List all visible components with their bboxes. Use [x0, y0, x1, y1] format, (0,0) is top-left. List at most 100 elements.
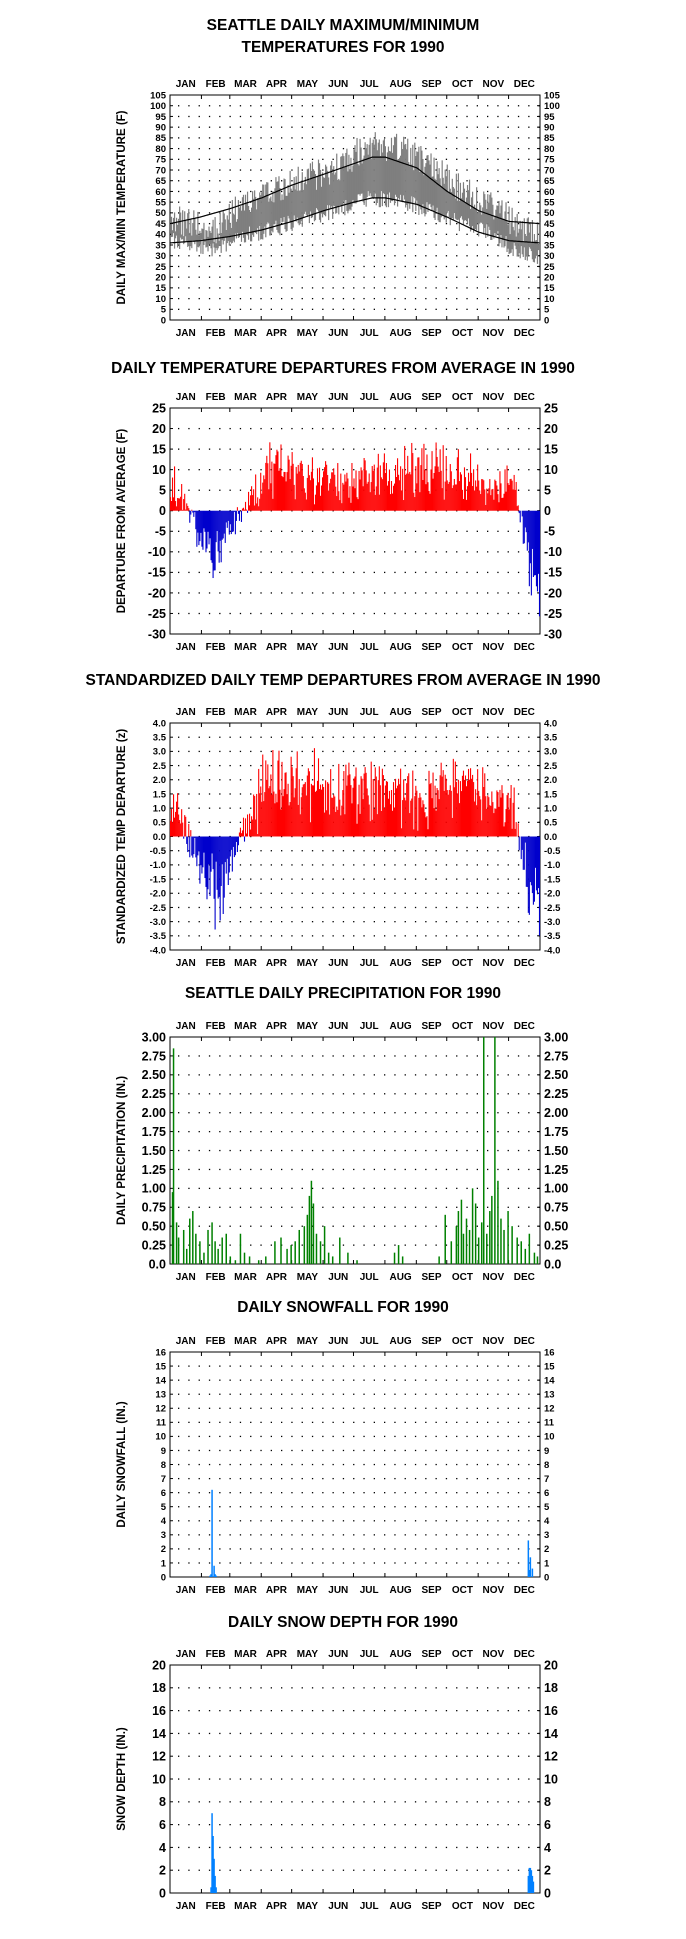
grid-dot: [425, 1846, 427, 1849]
grid-dot: [384, 297, 386, 300]
grid-dot: [353, 233, 355, 235]
grid-dot: [517, 1506, 520, 1508]
grid-dot: [384, 1244, 386, 1246]
y-tick-label-left: 10: [152, 463, 166, 477]
grid-dot: [517, 793, 520, 795]
grid-dot: [373, 1801, 375, 1803]
grid-dot: [178, 779, 180, 781]
grid-dot: [322, 1365, 324, 1367]
grid-dot: [322, 1801, 324, 1803]
grid-dot: [414, 105, 417, 107]
grid-dot: [497, 1130, 499, 1133]
grid-dot: [301, 265, 303, 268]
grid-dot: [188, 137, 190, 139]
y-tick-label-left: 8: [159, 1795, 166, 1809]
grid-dot: [414, 308, 417, 310]
grid-dot: [476, 255, 478, 257]
grid-dot: [487, 1506, 489, 1508]
grid-dot: [373, 1407, 375, 1409]
grid-dot: [466, 180, 468, 182]
grid-dot: [311, 878, 314, 880]
grid-dot: [311, 1187, 314, 1190]
grid-dot: [384, 1755, 386, 1757]
grid-dot: [517, 105, 520, 107]
grid-dot: [435, 169, 437, 171]
grid-dot: [229, 190, 231, 193]
grid-dot: [311, 1824, 314, 1826]
grid-dot: [219, 1187, 221, 1190]
grid-dot: [178, 147, 180, 150]
grid-dot: [445, 244, 448, 246]
grid-dot: [466, 255, 468, 257]
y-tick-label-right: 14: [544, 1727, 558, 1741]
grid-dot: [239, 1824, 242, 1826]
grid-dot: [281, 469, 283, 471]
grid-dot: [281, 592, 283, 594]
grid-dot: [332, 105, 334, 107]
grid-dot: [456, 1187, 458, 1190]
grid-dot: [414, 835, 417, 838]
y-tick-label-left: -4.0: [150, 945, 166, 956]
grid-dot: [507, 1534, 509, 1536]
grid-dot: [322, 1074, 324, 1076]
grid-dot: [250, 935, 252, 937]
grid-dot: [363, 1149, 365, 1152]
grid-dot: [188, 105, 190, 107]
month-label-bottom: AUG: [389, 1901, 411, 1912]
grid-dot: [198, 233, 200, 235]
grid-dot: [507, 287, 509, 289]
grid-dot: [332, 1534, 334, 1536]
grid-dot: [414, 1506, 417, 1508]
month-label-top: APR: [266, 79, 288, 90]
grid-dot: [281, 287, 283, 289]
grid-dot: [404, 571, 406, 574]
grid-dot: [476, 864, 478, 866]
grid-dot: [507, 1548, 509, 1550]
month-label-top: JUN: [328, 1021, 348, 1032]
grid-dot: [198, 1687, 200, 1689]
grid-dot: [250, 1225, 252, 1227]
grid-dot: [219, 1407, 221, 1409]
grid-dot: [353, 1506, 355, 1508]
y-tick-label-right: -1.5: [544, 874, 561, 885]
y-tick-label-left: 0.0: [153, 832, 166, 843]
y-tick-label-right: 2.0: [544, 775, 557, 786]
grid-dot: [384, 592, 386, 594]
grid-dot: [497, 1055, 499, 1057]
grid-dot: [219, 469, 221, 471]
grid-dot: [487, 878, 489, 880]
grid-dot: [507, 1562, 509, 1564]
grid-dot: [404, 892, 406, 894]
grid-dot: [425, 427, 427, 430]
grid-dot: [445, 1244, 448, 1246]
grid-dot: [178, 1548, 180, 1550]
grid-dot: [291, 276, 293, 278]
grid-dot: [445, 448, 448, 450]
grid-dot: [229, 147, 231, 150]
grid-dot: [239, 1407, 242, 1409]
grid-dot: [311, 850, 314, 852]
grid-dot: [322, 105, 324, 107]
grid-dot: [229, 105, 231, 107]
grid-dot: [342, 1506, 345, 1508]
grid-dot: [332, 1801, 334, 1803]
grid-dot: [404, 1732, 406, 1735]
grid-dot: [208, 1687, 211, 1689]
grid-dot: [476, 276, 478, 278]
y-tick-label-right: 25: [544, 262, 555, 273]
grid-dot: [178, 1055, 180, 1057]
y-tick-label-right: 3.5: [544, 733, 558, 744]
grid-dot: [291, 1244, 293, 1246]
grid-dot: [476, 1244, 478, 1246]
y-tick-label-right: 7: [544, 1474, 549, 1485]
grid-dot: [363, 255, 365, 257]
grid-dot: [281, 126, 283, 128]
grid-dot: [487, 1393, 489, 1395]
grid-dot: [497, 244, 499, 246]
grid-dot: [363, 233, 365, 235]
grid-dot: [425, 1393, 427, 1395]
grid-dot: [208, 1824, 211, 1826]
grid-dot: [311, 935, 314, 937]
month-label-bottom: SEP: [422, 642, 442, 653]
grid-dot: [239, 308, 242, 310]
